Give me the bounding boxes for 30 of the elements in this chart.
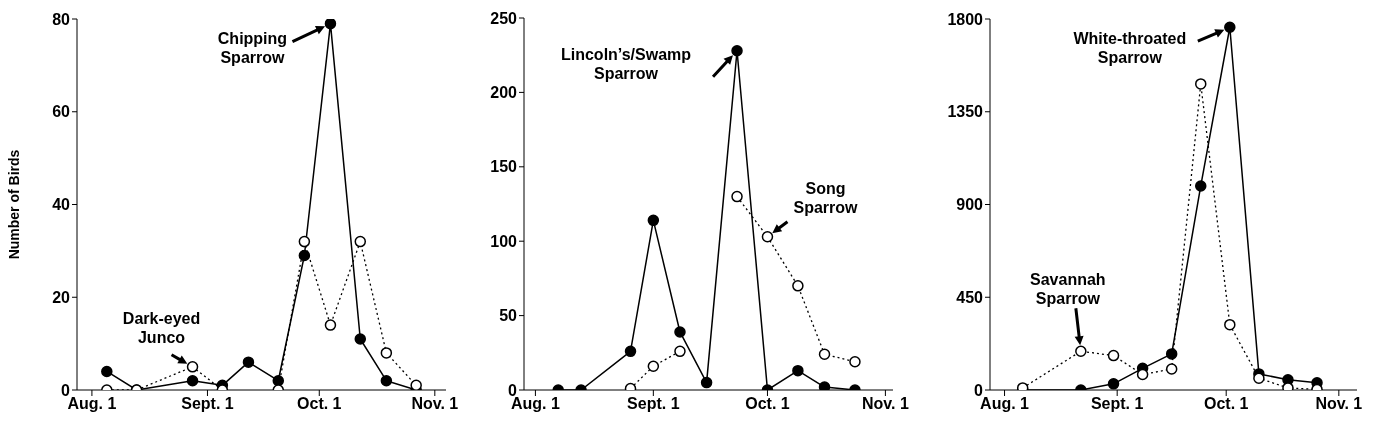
x-tick-label: Aug. 1 [510,395,560,413]
annotation: Dark-eyed Junco [122,310,201,347]
x-tick-label: Nov. 1 [1315,395,1363,413]
x-tick-label: Nov. 1 [411,395,459,413]
y-tick-label: 150 [490,158,518,176]
annotation: Savannah Sparrow [1030,270,1106,307]
y-tick-label: 450 [956,288,984,306]
y-tick-label: 200 [490,84,518,102]
x-tick-label: Sept. 1 [181,395,234,413]
x-tick-label: Oct. 1 [297,395,342,413]
y-tick-label: 100 [490,232,518,250]
y-tick-label: 1350 [947,103,984,121]
annotation: Lincoln’s/Swamp Sparrow [560,46,692,83]
y-tick-label: 50 [499,307,518,325]
y-tick-label: 900 [956,196,984,214]
x-tick-label: Oct. 1 [1203,395,1249,413]
y-tick-label: 40 [52,196,71,214]
y-tick-label: 80 [52,10,71,28]
x-tick-label: Nov. 1 [861,395,909,413]
y-tick-label: 20 [52,288,71,306]
annotation: Chipping Sparrow [217,30,288,67]
y-tick-label: 1800 [947,10,984,28]
x-tick-label: Oct. 1 [745,395,790,413]
y-tick-label: 60 [52,103,71,121]
y-axis-title: Number of Birds [5,149,22,260]
y-tick-label: 250 [490,9,518,27]
annotation: Song Sparrow [793,180,859,217]
x-tick-label: Sept. 1 [1090,395,1144,413]
x-tick-label: Sept. 1 [627,395,680,413]
annotation: White-throated Sparrow [1073,29,1187,66]
